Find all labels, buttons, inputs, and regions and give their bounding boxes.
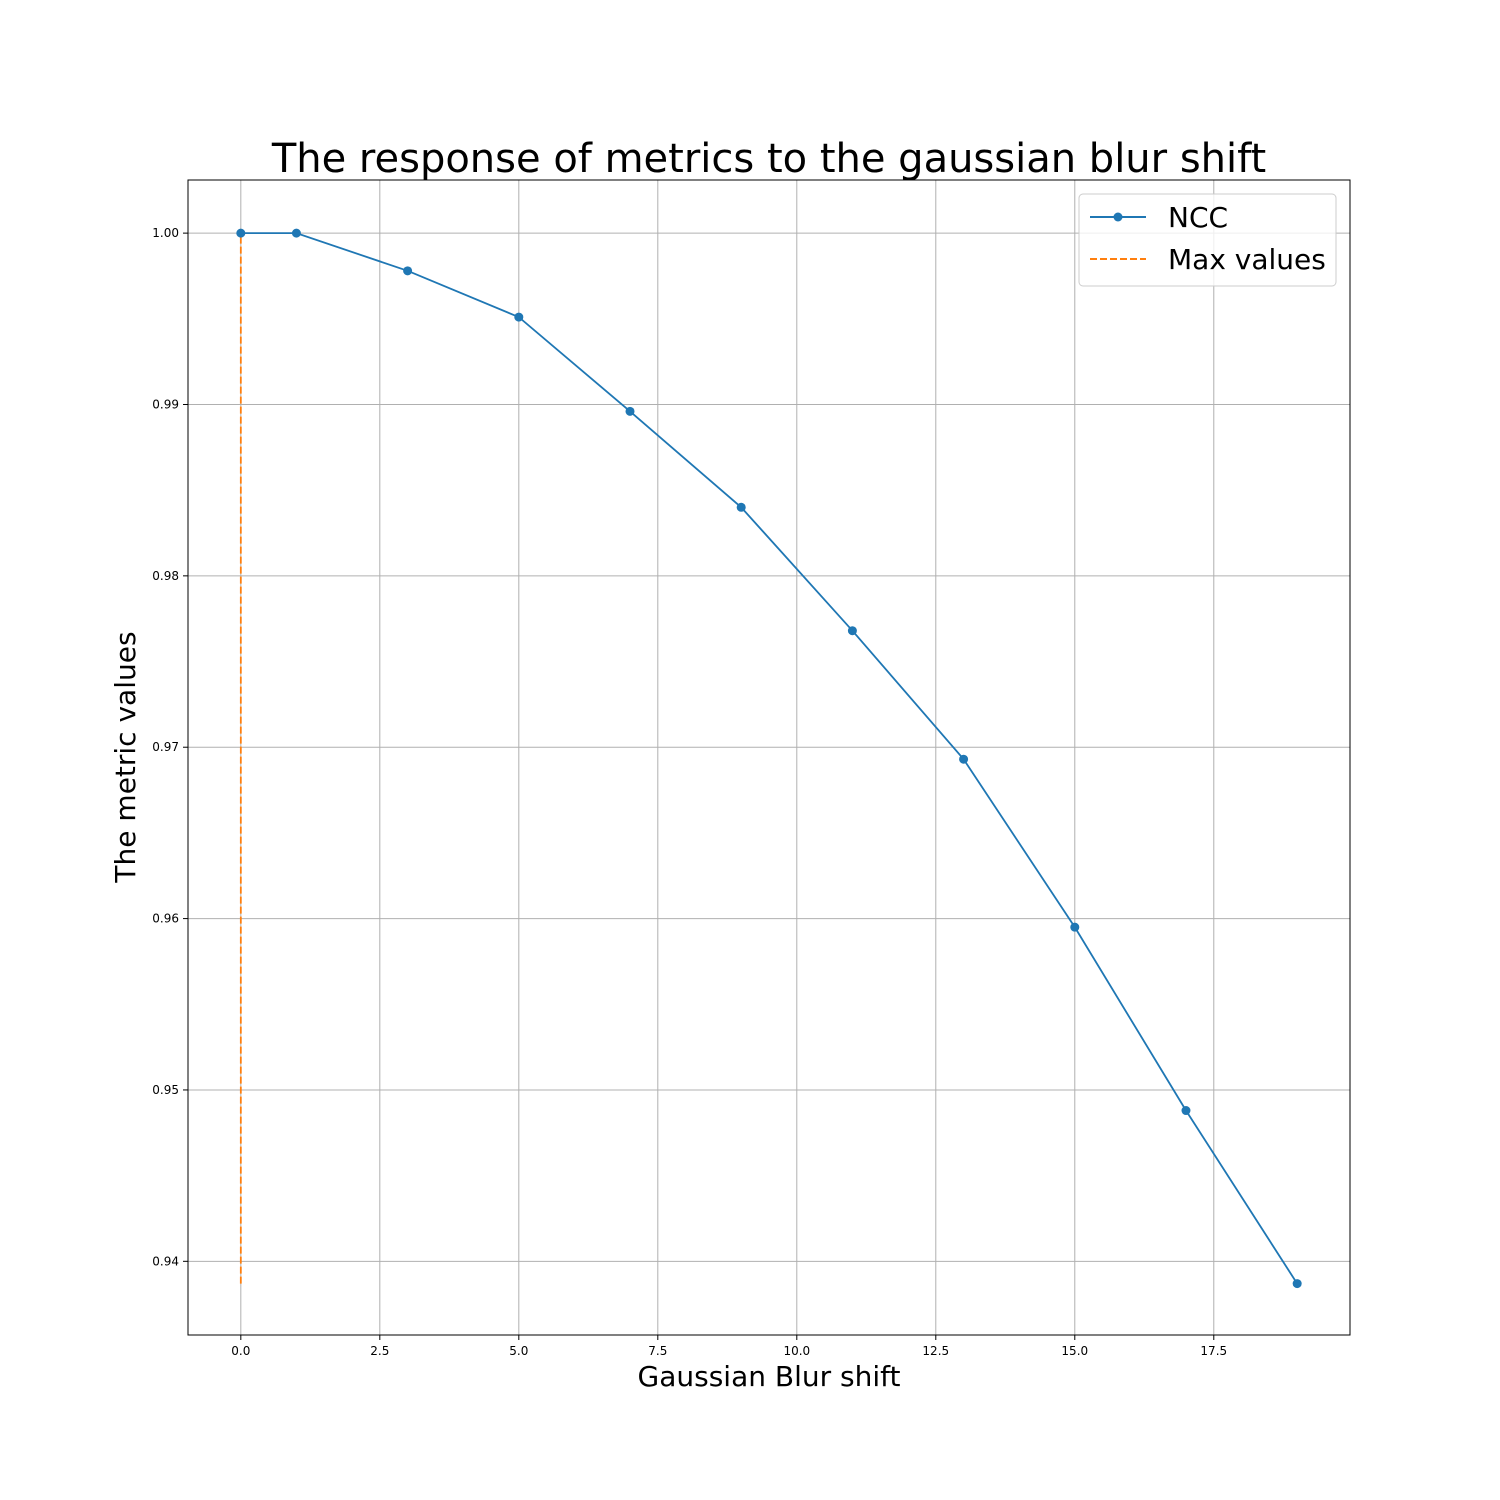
data-point-ncc: [625, 406, 635, 416]
y-tick-label: 0.96: [152, 912, 179, 926]
legend: NCC Max values: [1078, 193, 1337, 287]
x-tick-label: 5.0: [509, 1344, 528, 1358]
data-point-ncc: [514, 312, 524, 322]
data-point-ncc: [1181, 1106, 1191, 1116]
x-tick-label: 15.0: [1061, 1344, 1088, 1358]
y-tick-label: 0.94: [152, 1254, 179, 1268]
y-axis-ticks: 0.94 0.95 0.96 0.97 0.98 0.99 1.00: [152, 226, 188, 1268]
data-point-ncc: [736, 502, 746, 512]
data-point-ncc: [847, 626, 857, 636]
plot-area-frame: [187, 179, 1351, 1336]
y-tick-label: 1.00: [152, 226, 179, 240]
data-point-ncc: [959, 754, 969, 764]
y-tick-label: 0.97: [152, 740, 179, 754]
chart-title: The response of metrics to the gaussian …: [271, 136, 1266, 182]
grid: [188, 180, 1350, 1335]
y-axis-label: The metric values: [109, 631, 142, 883]
x-axis-ticks: 0.0 2.5 5.0 7.5 10.0 12.5 15.0 17.5: [231, 1335, 1227, 1358]
x-tick-label: 2.5: [370, 1344, 389, 1358]
x-axis-label: Gaussian Blur shift: [638, 1360, 901, 1393]
legend-ncc-marker: [1113, 212, 1123, 222]
y-tick-label: 0.98: [152, 569, 179, 583]
x-tick-label: 10.0: [783, 1344, 810, 1358]
x-tick-label: 7.5: [648, 1344, 667, 1358]
legend-max-values-label: Max values: [1168, 243, 1326, 276]
series-line-ncc: [240, 232, 1298, 1285]
x-tick-label: 17.5: [1200, 1344, 1227, 1358]
data-point-ncc: [1292, 1279, 1302, 1289]
y-tick-label: 0.99: [152, 397, 179, 411]
legend-ncc-label: NCC: [1168, 201, 1228, 234]
y-tick-label: 0.95: [152, 1083, 179, 1097]
data-point-ncc: [236, 228, 246, 238]
data-point-ncc: [1070, 922, 1080, 932]
data-point-ncc: [403, 266, 413, 276]
x-tick-label: 12.5: [922, 1344, 949, 1358]
data-point-ncc: [291, 228, 301, 238]
plot-series: [236, 228, 1302, 1289]
x-tick-label: 0.0: [231, 1344, 250, 1358]
